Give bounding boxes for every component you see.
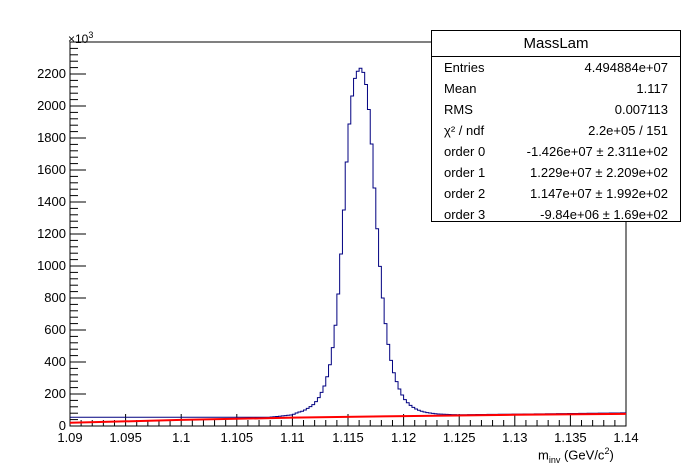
stats-row: order 3 -9.84e+06 ± 1.69e+02 xyxy=(432,204,680,225)
x-axis-title: minv (GeV/c2) xyxy=(538,446,614,465)
x-tick-label: 1.135 xyxy=(554,430,587,445)
x-axis-ticks: 1.09 1.095 1.1 1.105 1.11 1.115 1.12 1.125 1.13 1… xyxy=(57,414,639,445)
x-tick-label: 1.095 xyxy=(109,430,142,445)
x-tick-label: 1.125 xyxy=(443,430,476,445)
stats-key: χ² / ndf xyxy=(444,123,485,138)
stats-box: MassLam Entries 4.494884e+07 Mean 1.117 RMS 0… xyxy=(431,30,681,222)
stats-value: -1.426e+07 ± 2.311e+02 xyxy=(526,144,668,159)
x-tick-label: 1.09 xyxy=(57,430,82,445)
stats-value: 1.147e+07 ± 1.992e+02 xyxy=(530,186,668,201)
x-tick-label: 1.1 xyxy=(172,430,190,445)
x-tick-label: 1.105 xyxy=(221,430,254,445)
fit-line xyxy=(69,412,627,424)
y-axis-scale-label: ×103 xyxy=(68,30,94,46)
y-tick-label: 400 xyxy=(44,354,66,369)
stats-key: Entries xyxy=(444,60,485,75)
stats-key: order 0 xyxy=(444,144,486,159)
y-tick-label: 1000 xyxy=(37,258,66,273)
stats-value: 1.229e+07 ± 2.209e+02 xyxy=(530,165,668,180)
stats-row: order 0 -1.426e+07 ± 2.311e+02 xyxy=(432,141,680,162)
y-tick-label: 800 xyxy=(44,290,66,305)
stats-value: 1.117 xyxy=(636,81,668,96)
stats-value: 4.494884e+07 xyxy=(584,60,668,75)
stats-value: 0.007113 xyxy=(614,102,668,117)
y-tick-label: 1200 xyxy=(37,226,66,241)
x-tick-label: 1.115 xyxy=(332,430,364,445)
stats-key: order 1 xyxy=(444,165,486,180)
stats-rows: Entries 4.494884e+07 Mean 1.117 RMS 0.007113 χ… xyxy=(432,57,680,225)
x-tick-label: 1.14 xyxy=(613,430,638,445)
y-tick-label: 2000 xyxy=(37,98,66,113)
stats-title: MassLam xyxy=(432,31,680,57)
stats-key: order 3 xyxy=(444,207,486,222)
y-axis-ticks: 0 200 400 600 800 1000 1200 1400 1600 1800 2000 220… xyxy=(37,47,86,433)
stats-row: RMS 0.007113 xyxy=(432,99,680,120)
y-tick-label: 1800 xyxy=(37,130,66,145)
x-tick-label: 1.12 xyxy=(391,430,416,445)
stats-row: Entries 4.494884e+07 xyxy=(432,57,680,78)
stats-row: Mean 1.117 xyxy=(432,78,680,99)
y-tick-label: 200 xyxy=(44,386,66,401)
stats-value: 2.2e+05 / 151 xyxy=(588,123,668,138)
stats-value: -9.84e+06 ± 1.69e+02 xyxy=(540,207,668,222)
stats-key: order 2 xyxy=(444,186,486,201)
y-tick-label: 1400 xyxy=(37,194,66,209)
y-tick-label: 1600 xyxy=(37,162,66,177)
x-tick-label: 1.13 xyxy=(502,430,527,445)
stats-key: Mean xyxy=(444,81,477,96)
stats-key: RMS xyxy=(444,102,473,117)
x-tick-label: 1.11 xyxy=(280,430,304,445)
stats-row: order 1 1.229e+07 ± 2.209e+02 xyxy=(432,162,680,183)
y-tick-label: 2200 xyxy=(37,66,66,81)
stats-row: order 2 1.147e+07 ± 1.992e+02 xyxy=(432,183,680,204)
y-tick-label: 0 xyxy=(59,418,66,433)
y-tick-label: 600 xyxy=(44,322,66,337)
stats-row: χ² / ndf 2.2e+05 / 151 xyxy=(432,120,680,141)
